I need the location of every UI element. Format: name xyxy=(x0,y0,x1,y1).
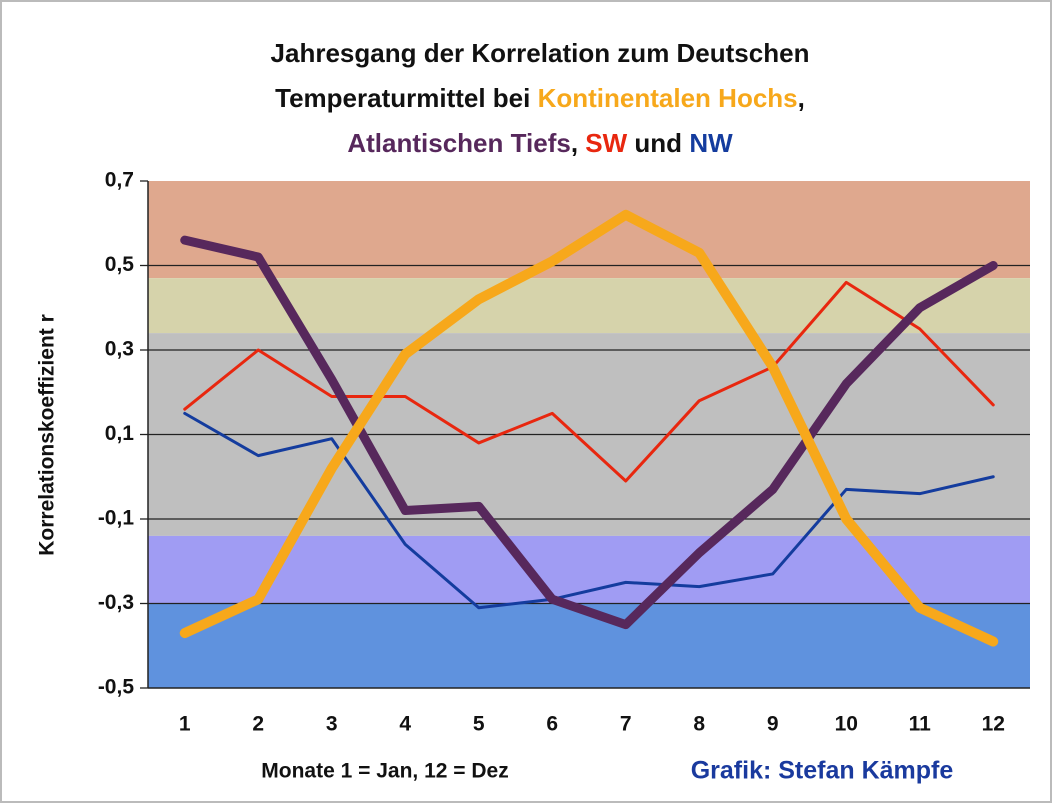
band xyxy=(148,181,1030,279)
x-tick-label: 1 xyxy=(179,713,191,736)
title-series-name: Kontinentalen Hochs xyxy=(538,83,798,113)
x-tick-label: 7 xyxy=(620,713,632,736)
x-tick-label: 9 xyxy=(767,713,779,736)
band xyxy=(148,603,1030,688)
x-axis-label: Monate 1 = Jan, 12 = Dez xyxy=(261,760,508,783)
chart-title: Jahresgang der Korrelation zum Deutschen xyxy=(271,38,810,68)
x-tick-label: 10 xyxy=(835,713,858,736)
x-tick-label: 2 xyxy=(252,713,264,736)
y-tick-label: 0,1 xyxy=(105,422,135,445)
title-series-name: Atlantischen Tiefs xyxy=(347,128,570,158)
x-tick-label: 11 xyxy=(909,713,932,736)
x-tick-label: 4 xyxy=(399,713,411,736)
y-tick-label: 0,3 xyxy=(105,338,134,361)
y-tick-label: -0,5 xyxy=(98,676,135,699)
series-line xyxy=(183,411,995,610)
chart-title-line: Temperaturmittel bei Kontinentalen Hochs… xyxy=(275,83,805,113)
y-tick-label: 0,5 xyxy=(105,253,135,276)
title-series-name: NW xyxy=(689,128,733,158)
title-separator: , xyxy=(798,83,805,113)
x-tick-label: 3 xyxy=(326,713,338,736)
chart-title-line: Atlantischen Tiefs, SW und NW xyxy=(347,128,733,158)
y-axis-label: Korrelationskoeffizient r xyxy=(36,314,59,556)
plot-area xyxy=(140,180,1030,689)
series-line xyxy=(180,235,998,630)
series-line xyxy=(179,209,999,647)
x-tick-label: 12 xyxy=(982,713,1005,736)
y-tick-label: -0,3 xyxy=(98,591,134,614)
title-text: Temperaturmittel bei xyxy=(275,83,530,113)
credit: Grafik: Stefan Kämpfe xyxy=(691,757,954,785)
y-tick-label: 0,7 xyxy=(105,169,134,192)
title-separator: und xyxy=(634,128,682,158)
title-separator: , xyxy=(571,128,578,158)
x-tick-label: 8 xyxy=(693,713,705,736)
x-tick-label: 6 xyxy=(546,713,558,736)
y-tick-label: -0,1 xyxy=(98,507,135,530)
x-tick-label: 5 xyxy=(473,713,485,736)
series-line xyxy=(183,280,995,483)
title-series-name: SW xyxy=(585,128,627,158)
